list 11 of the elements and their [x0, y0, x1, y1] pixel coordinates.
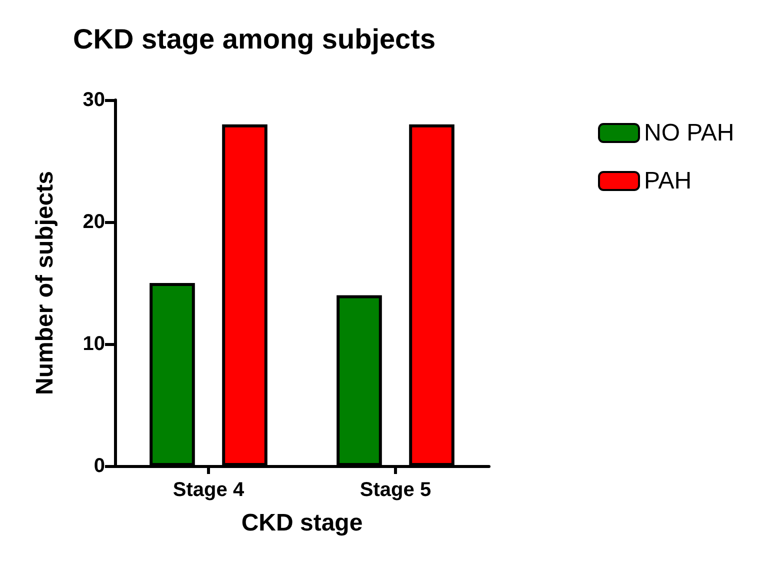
legend-label: NO PAH [644, 120, 734, 146]
y-tick-label: 10 [82, 333, 105, 355]
y-tick-label: 20 [82, 211, 105, 233]
legend-label: PAH [644, 168, 692, 194]
x-tick-label: Stage 5 [360, 479, 432, 501]
y-tick-label: 0 [94, 455, 105, 477]
chart-title: CKD stage among subjects [73, 24, 436, 54]
y-axis-title: Number of subjects [32, 170, 58, 396]
x-axis-title: CKD stage [241, 510, 363, 536]
x-tick-label: Stage 4 [172, 479, 245, 501]
y-tick-label: 30 [82, 89, 105, 111]
